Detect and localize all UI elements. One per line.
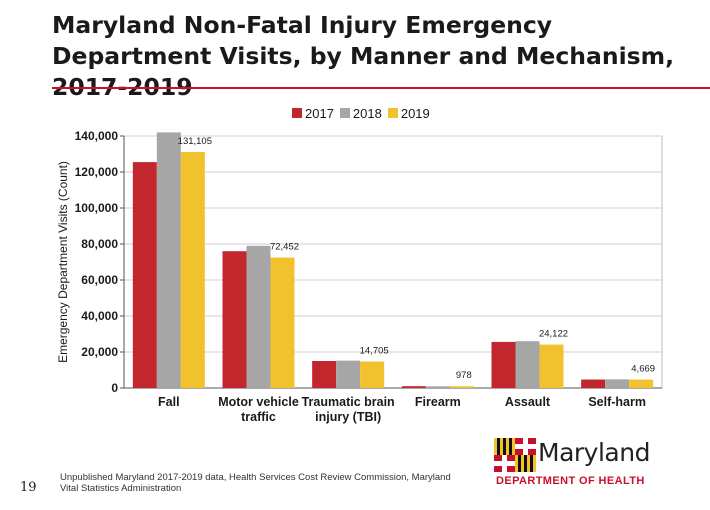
chart-legend: 2017 2018 2019: [292, 104, 436, 122]
bar-2017-5: [581, 379, 606, 388]
y-tick-label: 60,000: [81, 273, 118, 287]
data-label: 978: [456, 370, 472, 381]
maryland-health-logo: Maryland DEPARTMENT OF HEALTH: [494, 434, 674, 494]
legend-swatch-2017: [292, 108, 302, 118]
y-tick-label: 100,000: [75, 201, 119, 215]
bar-2017-3: [401, 386, 426, 388]
bar-2017-2: [312, 361, 337, 388]
data-label: 14,705: [360, 346, 389, 357]
y-tick-label: 40,000: [81, 309, 118, 323]
data-label: 131,105: [178, 136, 212, 147]
y-tick-label: 140,000: [75, 129, 119, 143]
x-category-label: Traumatic brain: [302, 395, 395, 409]
legend-label-2019: 2019: [400, 105, 430, 121]
bar-2019-5: [629, 379, 654, 388]
source-footnote: Unpublished Maryland 2017-2019 data, Hea…: [60, 472, 480, 494]
x-category-label: Motor vehicle: [218, 395, 299, 409]
bar-2018-2: [336, 360, 361, 388]
x-category-label: traffic: [241, 410, 276, 424]
bar-2019-4: [539, 344, 564, 388]
legend-item-2019: 2019: [387, 105, 430, 121]
legend-label-2017: 2017: [305, 105, 334, 121]
page-number: 19: [20, 480, 37, 495]
footnote-line-1: Unpublished Maryland 2017-2019 data, Hea…: [60, 472, 451, 483]
y-tick-label: 80,000: [81, 237, 118, 251]
bar-2018-3: [425, 386, 450, 388]
legend-swatch-2018: [339, 108, 350, 118]
bar-2018-0: [156, 132, 181, 388]
logo-department: DEPARTMENT OF HEALTH: [496, 475, 645, 487]
data-label: 4,669: [631, 364, 655, 375]
legend-item-2017: 2017: [292, 106, 334, 121]
title-divider: [52, 87, 710, 89]
x-category-label: Fall: [158, 395, 180, 409]
logo-wordmark: Maryland: [538, 438, 650, 467]
legend-label-2018: 2018: [352, 105, 382, 121]
x-category-label: Firearm: [415, 395, 461, 409]
legend-item-2018: 2018: [339, 105, 382, 121]
bar-2018-4: [515, 341, 540, 388]
y-tick-label: 120,000: [75, 165, 119, 179]
x-category-label: injury (TBI): [315, 410, 381, 424]
bar-2018-1: [246, 245, 271, 388]
bar-2017-0: [132, 162, 157, 388]
data-label: 24,122: [539, 329, 568, 340]
page-title: Maryland Non-Fatal Injury Emergency Depa…: [52, 11, 675, 101]
bar-2019-2: [360, 361, 385, 388]
plot-area: [123, 135, 663, 389]
y-tick-label: 20,000: [81, 345, 118, 359]
bar-2019-0: [180, 152, 205, 388]
bar-2017-4: [491, 341, 516, 388]
bar-2017-1: [222, 251, 247, 388]
maryland-flag-icon: [494, 438, 536, 472]
x-category-label: Self-harm: [588, 395, 646, 409]
y-axis-label: Emergency Department Visits (Count): [56, 161, 70, 363]
y-tick-label: 0: [111, 381, 118, 395]
bar-chart: 0 20,000 40,000 60,000 80,000 100,000 120,000 1…: [56, 129, 663, 424]
data-label: 72,452: [270, 242, 299, 253]
footnote-line-2: Vital Statistics Administration: [60, 483, 182, 494]
bar-2018-5: [605, 379, 630, 388]
legend-swatch-2019: [387, 108, 398, 118]
x-category-label: Assault: [505, 395, 551, 409]
bar-2019-1: [270, 257, 295, 388]
bar-2019-3: [449, 386, 474, 388]
